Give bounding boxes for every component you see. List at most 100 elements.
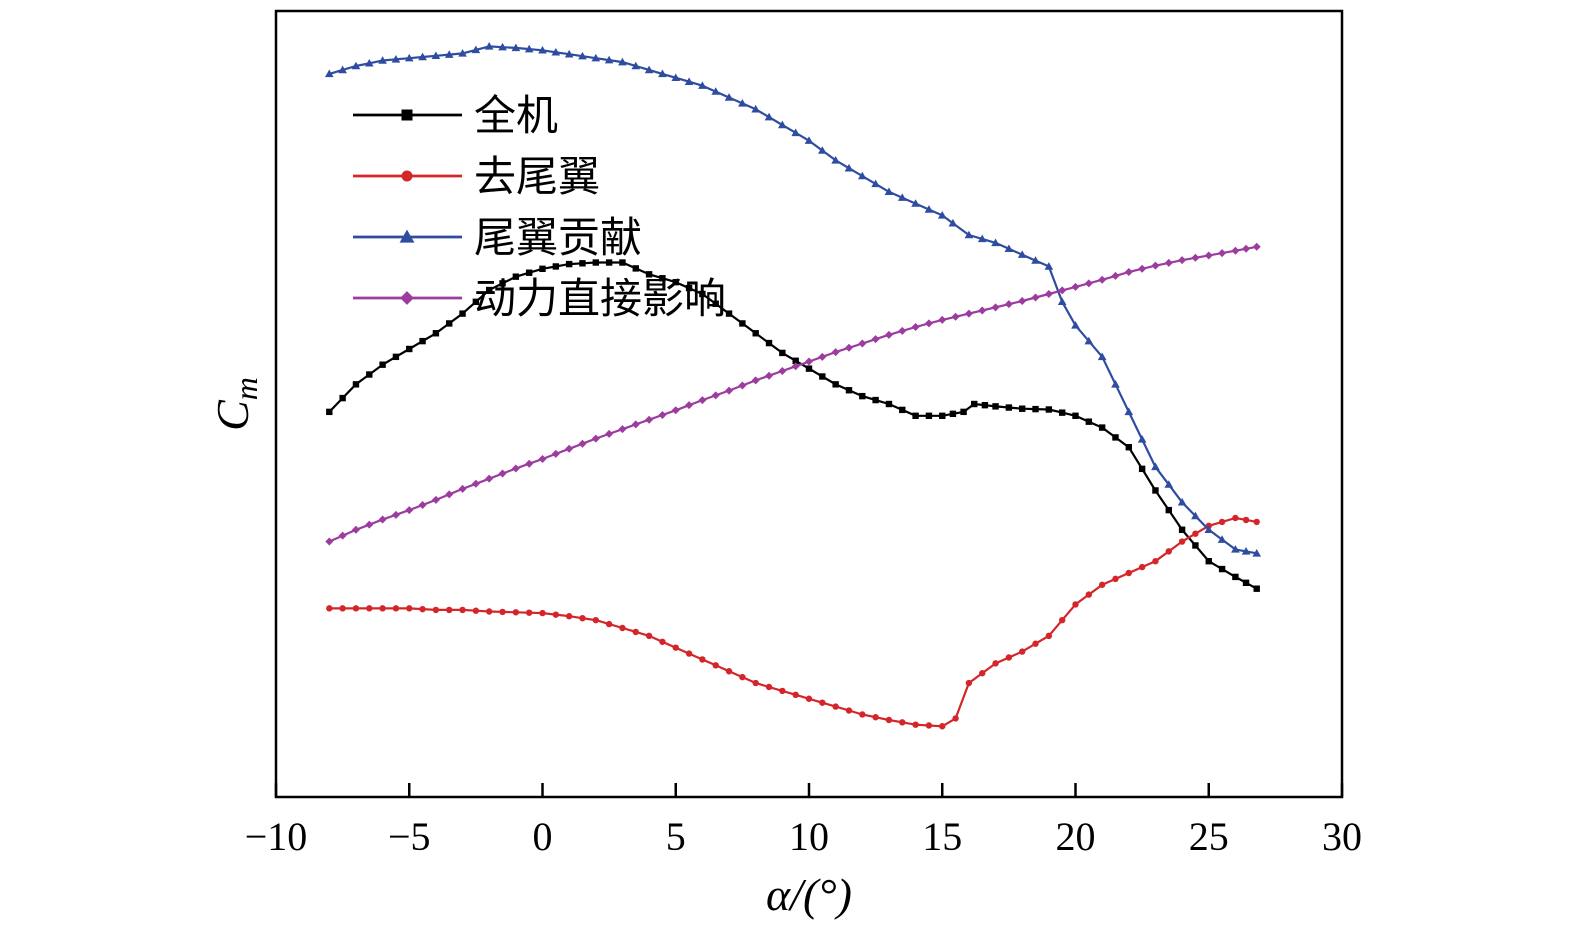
series-line [328, 245, 1257, 543]
data-point [351, 525, 360, 534]
data-point [711, 391, 720, 400]
data-point [1231, 246, 1240, 255]
data-point [765, 339, 773, 347]
x-tick-label: 15 [922, 814, 962, 859]
data-point [592, 616, 599, 624]
data-point [805, 365, 813, 372]
data-point [1177, 497, 1187, 506]
legend-item-3: 尾翼贡献 [353, 213, 642, 262]
data-point [551, 47, 561, 56]
y-axis-title: Cm [207, 377, 264, 431]
data-point [1112, 575, 1119, 583]
data-point [778, 366, 787, 375]
plot-frame [274, 9, 1344, 799]
data-point [445, 490, 454, 499]
data-point [1252, 242, 1261, 251]
data-point [364, 58, 374, 67]
data-point [979, 670, 986, 677]
data-point [1005, 654, 1013, 661]
data-point [991, 303, 1000, 312]
data-point [631, 420, 640, 429]
data-point [1217, 535, 1227, 543]
data-point [712, 300, 719, 307]
data-point [1004, 300, 1013, 309]
data-point [339, 394, 346, 402]
data-point [525, 459, 534, 468]
data-point [752, 679, 759, 687]
data-point [752, 330, 759, 337]
data-point [765, 371, 774, 380]
x-tick-label: 10 [789, 814, 829, 859]
data-point [778, 120, 787, 129]
data-point [1218, 518, 1226, 526]
data-point [578, 439, 587, 448]
data-point [458, 49, 467, 57]
data-point [1204, 525, 1214, 533]
data-point [392, 605, 400, 612]
data-point [685, 650, 693, 657]
data-point [338, 65, 347, 74]
data-point [725, 386, 734, 395]
data-point [1191, 253, 1200, 262]
legend-label: 全机 [474, 91, 558, 140]
data-point [739, 673, 746, 681]
data-point [618, 57, 627, 66]
data-point [499, 608, 506, 616]
data-point [1005, 404, 1013, 411]
data-point [431, 51, 441, 60]
data-point [1057, 297, 1067, 306]
data-point [618, 425, 627, 434]
data-point [446, 320, 453, 327]
data-point [1218, 249, 1227, 258]
data-point [366, 371, 373, 378]
data-point [419, 337, 426, 345]
series-layer [324, 42, 1262, 730]
x-tick-label: 20 [1056, 814, 1096, 859]
data-point [326, 605, 333, 612]
series-3 [324, 42, 1262, 557]
data-point [791, 128, 800, 137]
data-point [804, 136, 814, 144]
x-axis-title: α/(°) [766, 869, 852, 920]
data-point [444, 50, 454, 58]
data-point [619, 624, 626, 632]
data-point [1111, 271, 1120, 280]
data-point [971, 400, 978, 408]
data-point [391, 510, 400, 519]
data-point [805, 357, 813, 366]
data-point [1098, 581, 1106, 588]
data-point [351, 61, 361, 70]
data-point [591, 434, 600, 443]
legend-label: 去尾翼 [474, 152, 600, 201]
data-point [991, 238, 1000, 247]
data-point [1241, 547, 1251, 555]
data-point [711, 87, 721, 95]
data-point [938, 315, 947, 324]
data-point [792, 357, 799, 364]
series-line [328, 261, 1258, 590]
data-point [712, 662, 719, 669]
data-point [805, 695, 813, 702]
data-point [405, 506, 414, 515]
data-point [645, 632, 653, 640]
y-axis-title-main: C [207, 399, 258, 431]
series-4 [325, 242, 1261, 546]
data-point [1058, 409, 1066, 416]
data-point [1231, 545, 1240, 553]
data-point [1125, 444, 1132, 451]
data-point [871, 335, 880, 344]
data-point [579, 260, 586, 267]
series-1 [326, 259, 1260, 592]
data-point [725, 668, 733, 675]
data-point [512, 609, 520, 616]
data-point [605, 259, 613, 266]
data-point [1031, 293, 1040, 302]
data-point [419, 605, 426, 613]
data-point [1045, 406, 1053, 413]
data-point [1124, 267, 1133, 276]
data-point [1165, 506, 1172, 514]
data-point [552, 611, 560, 618]
data-point [1058, 616, 1066, 624]
data-point [1098, 275, 1107, 284]
